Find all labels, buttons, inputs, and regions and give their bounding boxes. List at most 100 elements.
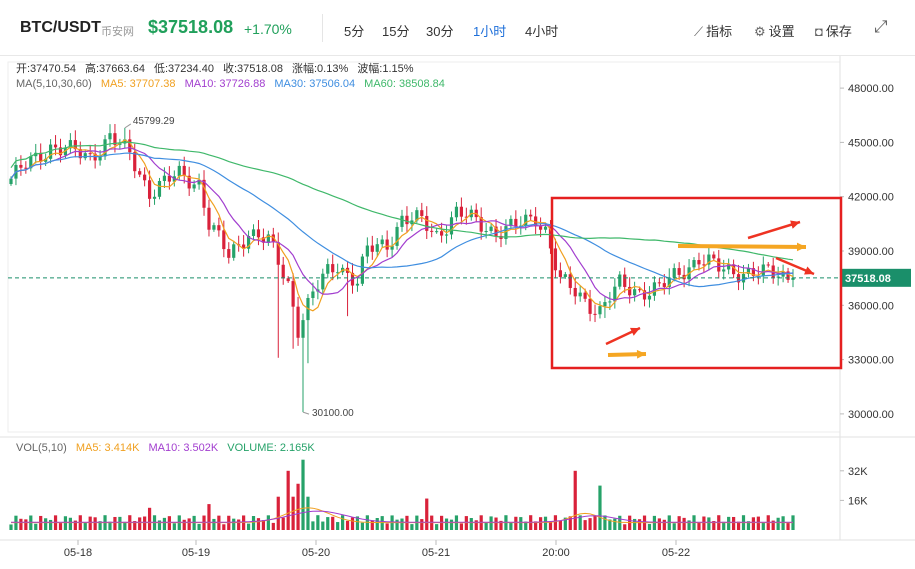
candle-body xyxy=(44,158,48,162)
candle-body xyxy=(385,239,389,250)
volume-bar xyxy=(534,521,538,530)
volume-bar xyxy=(563,517,567,530)
volume-bar xyxy=(558,520,562,530)
open-value: 开:37470.54 xyxy=(16,63,76,75)
candle-body xyxy=(138,171,142,175)
candle-body xyxy=(464,216,468,218)
chart-line-icon: ⟋ xyxy=(694,24,704,39)
volume-bar xyxy=(162,517,167,530)
volume-bar xyxy=(435,524,439,530)
volume-bar xyxy=(316,515,320,530)
candle-body xyxy=(9,178,13,185)
volume-bar xyxy=(93,517,97,530)
candle-body xyxy=(48,144,53,159)
vol-ma10-value: MA10: 3.502K xyxy=(148,442,219,454)
indicators-button[interactable]: ⟋ 指标 xyxy=(694,21,732,40)
candle-body xyxy=(400,215,404,227)
candle-body xyxy=(534,216,538,227)
volume-bar xyxy=(395,519,399,530)
volume-bar xyxy=(143,516,147,530)
volume-bar xyxy=(172,523,176,530)
candle-body xyxy=(405,215,409,225)
volume-bar xyxy=(44,518,48,530)
candle-body xyxy=(717,258,721,272)
volume-bar xyxy=(63,516,68,530)
volume-bar xyxy=(538,517,543,530)
volume-bar xyxy=(58,523,63,530)
price-tick-label: 45000.00 xyxy=(848,137,894,149)
volume-bar xyxy=(24,519,28,530)
settings-button[interactable]: ⚙ 设置 xyxy=(754,21,795,40)
candle-body xyxy=(543,226,548,230)
candle-body xyxy=(578,292,582,297)
volume-bar xyxy=(182,519,186,530)
volume-bar xyxy=(682,517,686,530)
candle-body xyxy=(19,164,23,168)
candle-body xyxy=(63,148,68,156)
candle-body xyxy=(73,140,77,150)
volume-bar xyxy=(732,516,736,530)
candle-body xyxy=(633,289,637,296)
candle-body xyxy=(548,226,553,249)
candle-body xyxy=(415,210,419,221)
save-button[interactable]: ◘ 保存 xyxy=(815,21,852,40)
candle-body xyxy=(514,218,518,227)
candle-body xyxy=(197,179,201,185)
timeframe-5m-tab[interactable]: 5分 xyxy=(344,24,365,39)
fullscreen-icon[interactable]: ⤢ xyxy=(874,17,888,36)
candle-body xyxy=(623,274,627,287)
volume-bar xyxy=(761,522,765,530)
volume-bar xyxy=(207,504,211,530)
candle-body xyxy=(697,260,701,265)
candle-body xyxy=(504,226,508,239)
camera-icon: ◘ xyxy=(815,24,823,39)
volume-bar xyxy=(781,516,785,530)
low-annotation-leader xyxy=(302,411,310,415)
last-price: $37518.08 xyxy=(148,17,234,37)
volume-bar xyxy=(355,516,360,530)
candle-body xyxy=(657,282,661,284)
candle-body xyxy=(553,248,558,271)
candle-body xyxy=(68,140,72,149)
volume-bar xyxy=(400,518,404,530)
price-tick-label: 39000.00 xyxy=(848,246,894,258)
candle-body xyxy=(652,282,657,296)
gear-icon: ⚙ xyxy=(754,24,766,39)
timeframe-15m-tab[interactable]: 15分 xyxy=(382,24,410,39)
volume-bar xyxy=(306,496,310,530)
vol-tick-label: 16K xyxy=(848,495,868,507)
volume-value: VOLUME: 2.165K xyxy=(227,442,315,454)
candle-body xyxy=(628,286,632,296)
candle-body xyxy=(103,139,107,157)
candle-body xyxy=(375,244,379,252)
candle-body xyxy=(326,264,330,274)
volume-bar xyxy=(118,516,122,530)
volume-bar xyxy=(707,517,711,530)
volume-bar xyxy=(123,521,127,530)
volume-bar xyxy=(657,518,661,530)
candle-body xyxy=(207,207,211,230)
volume-bar xyxy=(588,518,592,530)
close-value: 收:37518.08 xyxy=(223,63,283,75)
low-annotation-label: 30100.00 xyxy=(312,408,354,419)
volume-bar xyxy=(88,516,92,530)
volume-bar xyxy=(786,523,790,530)
volume-bar xyxy=(385,523,389,530)
volume-bar xyxy=(444,518,449,530)
timeframe-1h-tab[interactable]: 1小时 xyxy=(473,24,507,39)
timeframe-30m-tab[interactable]: 30分 xyxy=(426,24,454,39)
candle-body xyxy=(147,180,152,199)
top-toolbar: BTC/USDT 币安网 $37518.08 +1.70% 5分 15分 30分… xyxy=(0,0,915,56)
volume-bar xyxy=(776,517,780,530)
high-annotation-leader xyxy=(124,123,132,129)
highlight-box xyxy=(550,196,843,370)
timeframe-4h-tab[interactable]: 4小时 xyxy=(525,24,559,39)
volume-bar xyxy=(237,519,241,530)
volume-bar xyxy=(350,517,355,530)
volume-bar xyxy=(672,523,676,530)
volume-bar xyxy=(509,522,513,530)
volume-bar xyxy=(133,521,137,530)
volume-bar xyxy=(608,519,612,530)
volume-bar xyxy=(603,515,607,530)
